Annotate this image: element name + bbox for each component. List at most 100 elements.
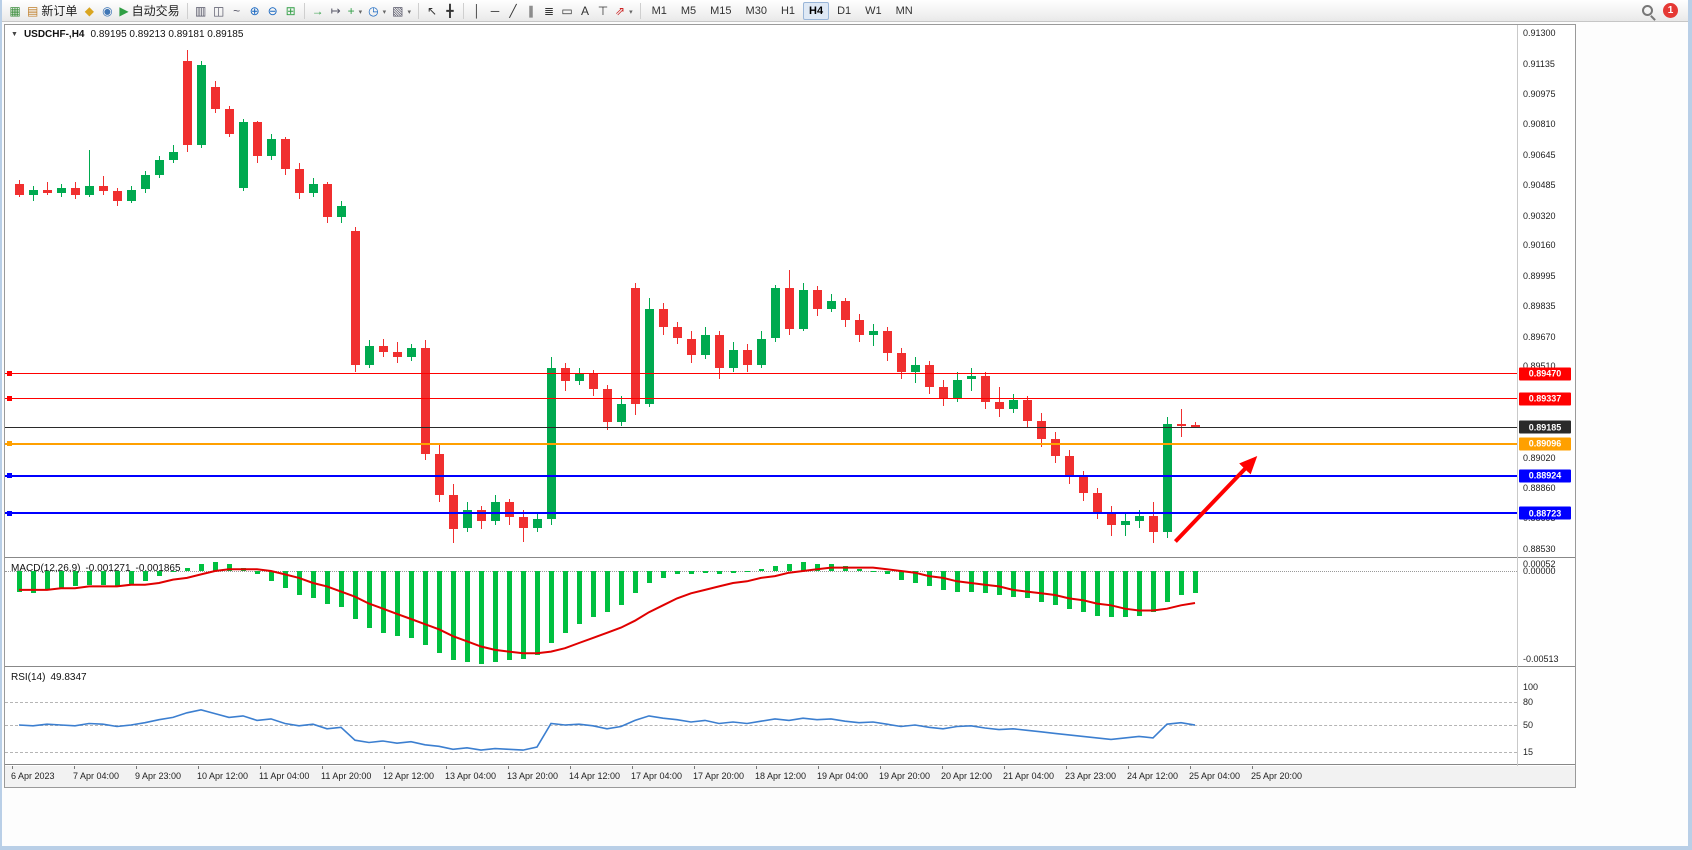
macd-histogram-bar [955,571,960,592]
main-chart-panel[interactable]: ▼ USDCHF-,H4 0.89195 0.89213 0.89181 0.8… [5,25,1575,558]
horizontal-line-tool-icon[interactable]: ─ [486,2,504,20]
algo-trading-glyph: ▶ [119,3,129,18]
candle-body [169,152,178,160]
candle-body [729,349,738,369]
timeframe-button-h4[interactable]: H4 [803,1,830,20]
macd-histogram-bar [927,571,932,587]
tile-windows-icon[interactable]: ⊞ [282,2,300,20]
candle-body [827,301,836,309]
timeframe-button-m5[interactable]: M5 [680,4,697,17]
timeframe-button-m30[interactable]: M30 [745,4,767,17]
rsi-axis-label: 50 [1523,720,1534,730]
cursor-tool-icon[interactable]: ↖ [423,2,441,20]
candle-body [379,346,388,352]
resistance-line[interactable] [5,373,1517,375]
resistance-line[interactable] [5,398,1517,400]
vertical-line-tool-icon[interactable]: │ [468,2,486,20]
text-tool-icon[interactable]: A [576,2,594,20]
timeframe-button-h1[interactable]: H1 [780,4,796,17]
crosshair-tool-icon[interactable]: ╋ [441,2,459,20]
template-menu-glyph: ▧ [392,3,404,18]
time-axis-label: 7 Apr 04:00 [73,771,120,781]
chart-window: ▼ USDCHF-,H4 0.89195 0.89213 0.89181 0.8… [4,24,1576,788]
template-menu-button[interactable]: ▧ [389,2,414,20]
candle-body [365,346,374,365]
line-chart-type-icon[interactable]: ~ [228,2,246,20]
price-axis-label: 0.90810 [1523,119,1556,130]
chevron-down-icon [406,5,411,17]
candle-body [687,338,696,356]
trendline-tool-icon[interactable]: ╱ [504,2,522,20]
shapes-tool-icon[interactable]: ▭ [558,2,576,20]
line-handle[interactable] [7,473,12,479]
rsi-value: 49.8347 [50,672,87,683]
macd-histogram-bar [269,571,274,582]
auto-scroll-icon[interactable]: → [309,2,327,20]
timeframe-button-w1[interactable]: W1 [865,4,882,17]
market-watch-icon[interactable]: ◆ [80,2,98,20]
macd-histogram-bar [311,571,316,599]
zoom-in-icon[interactable]: ⊕ [246,2,264,20]
macd-histogram-bar [409,571,414,638]
chart-title: ▼ USDCHF-,H4 0.89195 0.89213 0.89181 0.8… [11,29,243,40]
price-tag-0.89470: 0.89470 [1519,367,1571,381]
new-order-button[interactable]: ▤ 新订单 [24,2,80,20]
macd-histogram-bar [507,571,512,661]
timeframe-button-m15[interactable]: M15 [710,4,732,17]
label-tool-icon[interactable]: ⊤ [594,2,612,20]
channel-tool-icon[interactable]: ∥ [522,2,540,20]
chart-symbol-period: USDCHF-,H4 [23,29,85,40]
fibonacci-tool-icon[interactable]: ≣ [540,2,558,20]
macd-histogram-bar [199,564,204,571]
support-line[interactable] [5,512,1517,514]
algo-trading-button[interactable]: ▶ 自动交易 [116,2,182,20]
arrows-tool-menu-button[interactable]: ⇗ [612,2,636,20]
time-axis-label: 19 Apr 20:00 [879,771,931,781]
time-axis-tick [508,766,509,769]
macd-histogram-bar [353,571,358,619]
candle-body [981,375,990,402]
candle-body [939,386,948,399]
timeframe-button-d1[interactable]: D1 [837,4,852,17]
arrow-annotation[interactable] [5,25,1517,557]
collapse-icon[interactable]: ▼ [11,31,18,38]
bid-line[interactable] [5,426,1517,428]
macd-histogram-bar [801,562,806,571]
chart-file-icon[interactable]: ▦ [6,2,24,20]
time-axis-label: 24 Apr 12:00 [1127,771,1179,781]
community-icon[interactable]: ◉ [98,2,116,20]
timeframe-button-mn[interactable]: MN [895,4,913,17]
price-axis-label: 0.88530 [1523,544,1556,554]
candle-body [421,347,430,454]
line-handle[interactable] [7,510,12,516]
indicators-menu-button[interactable]: + [345,2,366,20]
price-axis-label: 0.90320 [1523,210,1556,221]
candle-body [1065,455,1074,477]
time-axis[interactable]: 6 Apr 2023 7 Apr 04:00 9 Apr 23:00 10 Apr 1… [5,766,1575,787]
pivot-line[interactable] [5,442,1517,445]
macd-histogram-bar [675,571,680,575]
vertical-line-tool-icon-glyph: │ [473,3,481,18]
zoom-out-icon[interactable]: ⊖ [264,2,282,20]
chart-shift-icon[interactable]: ↦ [327,2,345,20]
line-handle[interactable] [7,371,12,377]
candle-body [715,334,724,369]
candlestick-chart-type-icon[interactable]: ◫ [210,2,228,20]
time-axis-tick [1004,766,1005,769]
periods-menu-button[interactable]: ◷ [365,2,389,20]
crosshair-tool-icon-glyph: ╋ [446,3,454,18]
price-axis-label: 0.88860 [1523,482,1556,493]
candle-body [225,109,234,134]
notification-badge[interactable]: 1 [1663,3,1678,18]
support-line[interactable] [5,474,1517,477]
search-icon[interactable] [1642,5,1653,16]
macd-histogram-bar [1151,571,1156,613]
bar-chart-type-icon[interactable]: ▥ [192,2,210,20]
macd-indicator-panel[interactable]: MACD(12,26,9) -0.001271 -0.001865 0.00052 0… [5,559,1575,667]
line-handle[interactable] [7,396,12,402]
time-axis-label: 23 Apr 23:00 [1065,771,1117,781]
macd-histogram-bar [731,571,736,573]
line-handle[interactable] [7,441,12,447]
rsi-indicator-panel[interactable]: RSI(14) 49.8347 100 80 50 15 [5,668,1575,765]
timeframe-button-m1[interactable]: M1 [651,4,667,17]
